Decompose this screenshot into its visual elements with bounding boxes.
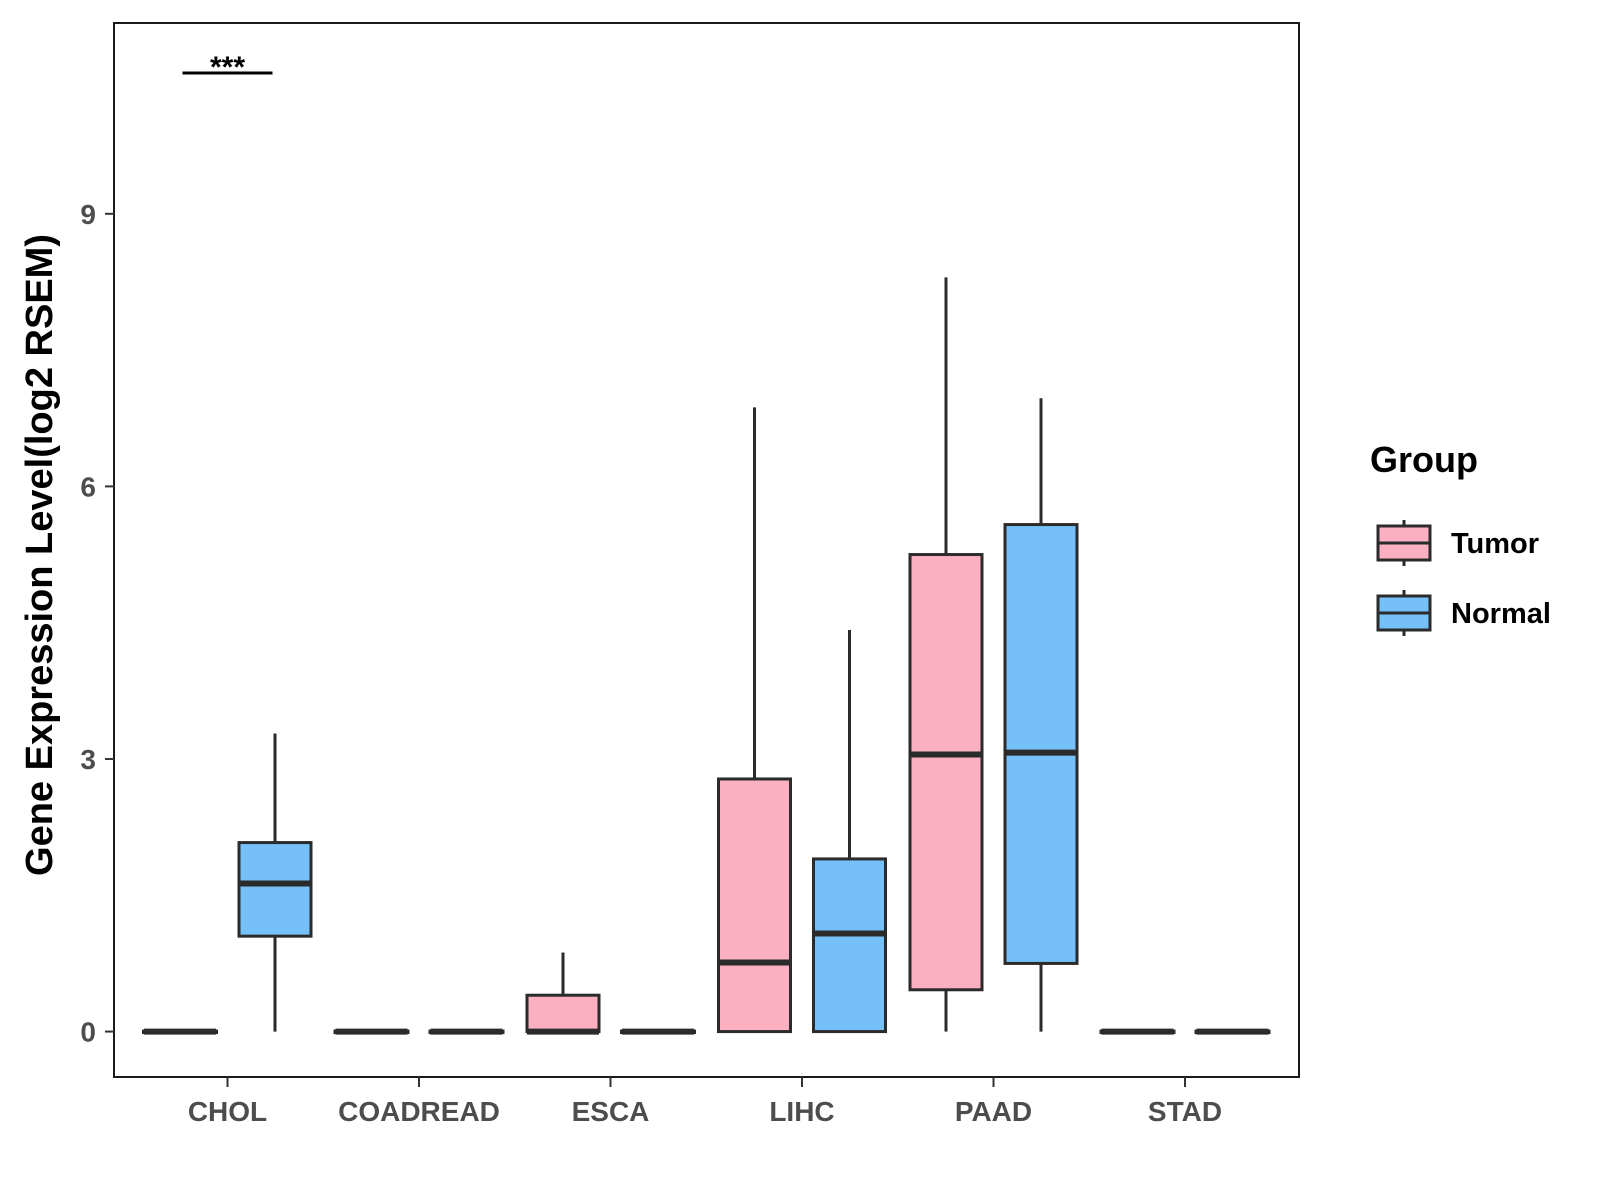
x-tick-label: COADREAD <box>338 1096 500 1127</box>
box-normal-esca <box>620 1028 696 1035</box>
y-axis-title: Gene Expression Level(log2 RSEM) <box>19 234 61 876</box>
box-normal-paad <box>1003 398 1079 1032</box>
box-tumor-paad <box>908 277 984 1032</box>
y-tick-label: 0 <box>80 1017 96 1048</box>
legend-item-normal: Normal <box>1376 590 1551 636</box>
box-tumor-stad <box>1099 1028 1176 1035</box>
legend-label: Normal <box>1451 598 1551 630</box>
legend-item-tumor: Tumor <box>1376 520 1539 566</box>
plot-panel-border <box>113 22 1300 1078</box>
y-axis: 0 3 6 9 <box>80 199 114 1048</box>
box-normal-lihc <box>812 629 887 1034</box>
box-rect <box>812 857 887 1034</box>
significance-label: *** <box>210 51 245 84</box>
box-tumor-coadread <box>333 1028 410 1035</box>
x-tick-label: LIHC <box>769 1096 834 1127</box>
box-tumor-chol <box>142 1028 218 1035</box>
box-rect <box>525 993 601 1034</box>
box-normal-stad <box>1194 1028 1271 1035</box>
legend-title: Group <box>1370 439 1478 480</box>
legend: Group Tumor Normal <box>1370 439 1551 636</box>
box-tumor-lihc <box>717 407 792 1034</box>
box-rect <box>908 553 984 992</box>
x-tick-label: PAAD <box>955 1096 1032 1127</box>
x-axis: CHOL COADREAD ESCA LIHC PAAD STAD <box>188 1077 1222 1127</box>
x-tick-label: ESCA <box>572 1096 650 1127</box>
y-tick-label: 3 <box>80 744 96 775</box>
legend-label: Tumor <box>1451 528 1539 560</box>
box-rect <box>237 841 313 938</box>
box-tumor-esca <box>525 952 601 1035</box>
box-normal-chol <box>237 733 313 1032</box>
x-tick-label: CHOL <box>188 1096 267 1127</box>
y-tick-label: 9 <box>80 199 96 230</box>
plot-area: *** <box>113 22 1300 1078</box>
box-rect <box>717 777 792 1034</box>
x-tick-label: STAD <box>1148 1096 1222 1127</box>
box-normal-coadread <box>428 1028 505 1035</box>
y-tick-label: 6 <box>80 471 96 502</box>
box-rect <box>1003 523 1079 965</box>
